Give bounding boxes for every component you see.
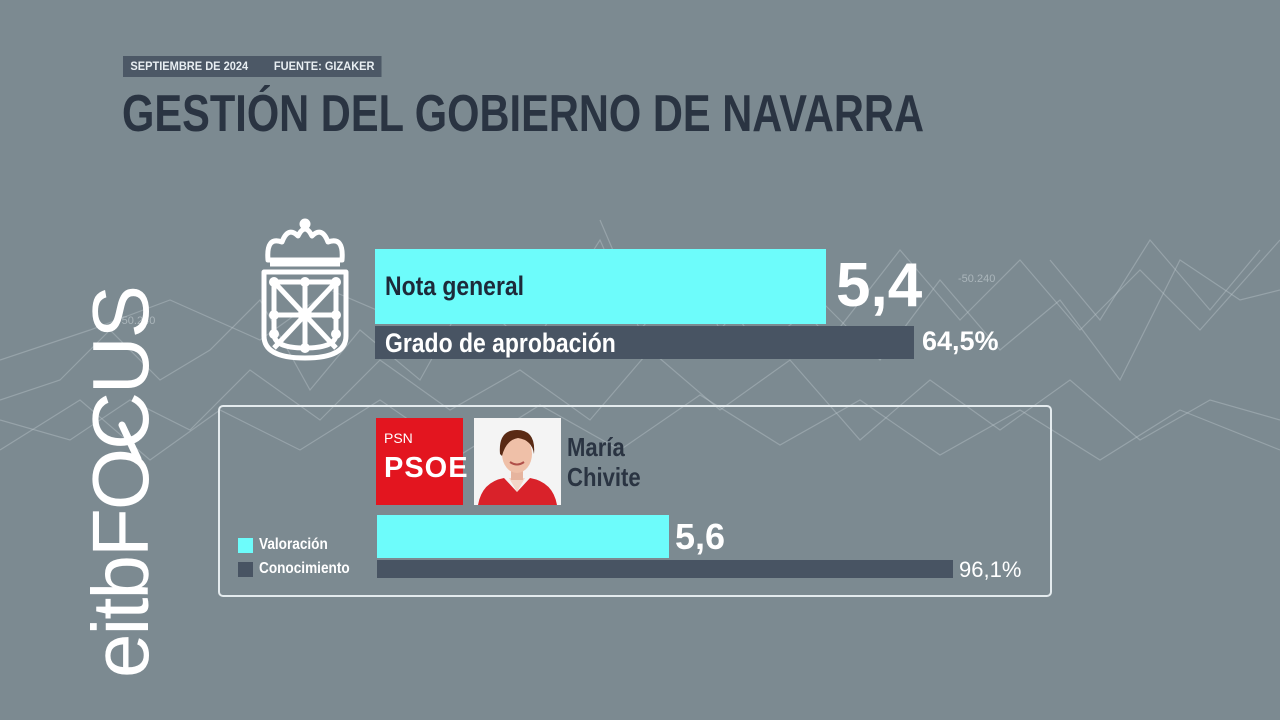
bar-conocimiento: [377, 560, 953, 578]
survey-source: FUENTE: GIZAKER: [273, 59, 375, 73]
legend-label-valoracion: Valoración: [259, 536, 328, 553]
bar-grado-aprobacion: [375, 326, 914, 359]
bar-label-nota-general: Nota general: [385, 271, 525, 301]
watermark-text-left: -50.240: [118, 315, 155, 327]
value-conocimiento: 96,1%: [959, 557, 1022, 582]
legend-label-conocimiento: Conocimiento: [259, 560, 350, 577]
survey-date: SEPTIEMBRE DE 2024: [130, 59, 249, 73]
eitbfocus-logo: eitbFOCUS: [76, 287, 150, 678]
legend-swatch-conocimiento: [238, 561, 253, 577]
value-nota-general: 5,4: [836, 251, 923, 320]
eitbfocus-logo-text: eitbFOCUS: [76, 287, 150, 678]
party-logo-big-text: PSOE: [384, 452, 469, 484]
value-valoracion: 5,6: [675, 516, 726, 557]
source-bar: SEPTIEMBRE DE 2024 FUENTE: GIZAKER: [123, 56, 382, 77]
candidate-last-name: Chivite: [567, 462, 641, 492]
candidate-name: María Chivite: [567, 432, 641, 492]
magnifier-icon: [118, 421, 142, 463]
candidate-photo: [474, 418, 561, 505]
page-title: GESTIÓN DEL GOBIERNO DE NAVARRA: [122, 85, 925, 143]
navarra-coat-of-arms-icon: [261, 218, 349, 361]
candidate-first-name: María: [567, 432, 625, 462]
party-logo-psoe: PSN PSOE: [376, 418, 468, 505]
candidate-panel: [218, 405, 1052, 597]
party-logo-small-text: PSN: [384, 430, 413, 446]
watermark-text-right: -50.240: [958, 273, 995, 285]
bar-nota-general: [375, 249, 826, 324]
bar-valoracion: [377, 515, 669, 558]
value-grado-aprobacion: 64,5%: [922, 326, 999, 356]
legend-swatch-valoracion: [238, 537, 253, 553]
legend-item-conocimiento: Conocimiento: [238, 560, 366, 578]
legend-item-valoracion: Valoración: [238, 536, 340, 554]
bar-label-grado-aprobacion: Grado de aprobación: [385, 328, 616, 358]
